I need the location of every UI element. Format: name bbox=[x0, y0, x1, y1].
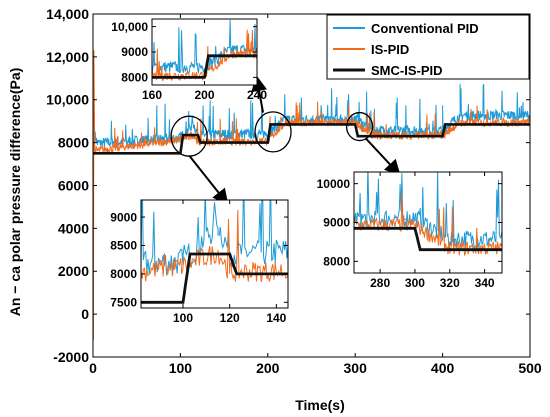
main-x-tick-label: 100 bbox=[169, 360, 193, 376]
main-series-is-pid bbox=[93, 50, 530, 340]
inset-a-y-tick-label: 9000 bbox=[121, 45, 148, 59]
main-y-tick-label: 6000 bbox=[58, 177, 89, 193]
legend-box bbox=[326, 14, 530, 80]
inset-a-x-tick-label: 160 bbox=[142, 88, 162, 102]
legend-label-smc: SMC-IS-PID bbox=[371, 63, 443, 78]
main-y-tick-label: -2000 bbox=[53, 349, 89, 365]
inset-c-y-tick-label: 10000 bbox=[317, 177, 351, 191]
inset-b-series-smc-is-pid bbox=[141, 252, 288, 304]
inset-b-y-tick-label: 8500 bbox=[110, 239, 137, 253]
zoom-callouts bbox=[170, 75, 401, 206]
inset-a-x-tick-label: 240 bbox=[247, 88, 267, 102]
main-y-tick-label: 12,000 bbox=[46, 49, 89, 65]
inset-b-series-conventional-pid bbox=[141, 200, 288, 276]
inset-c-x-tick-label: 320 bbox=[440, 276, 460, 290]
main-x-tick-label: 200 bbox=[256, 360, 280, 376]
inset-a: 160 200 240 8000 9000 10,000 bbox=[111, 18, 267, 102]
main-y-tick-label: 14,000 bbox=[46, 6, 89, 22]
main-y-tick-label: 8000 bbox=[58, 135, 89, 151]
legend-label-is: IS-PID bbox=[371, 42, 409, 57]
inset-b-x-tick-label: 120 bbox=[220, 311, 240, 325]
callout-arrow-to-inset-a bbox=[251, 75, 267, 113]
main-y-tick-label: 0 bbox=[81, 306, 89, 322]
legend: Conventional PID IS-PID SMC-IS-PID bbox=[326, 14, 530, 80]
x-axis-label: Time(s) bbox=[295, 397, 345, 413]
callout-ellipse-300 bbox=[345, 111, 374, 142]
main-y-tick-label: 2000 bbox=[58, 263, 89, 279]
inset-b-y-tick-label: 7500 bbox=[110, 296, 137, 310]
main-y-tick-label: 10,000 bbox=[46, 92, 89, 108]
inset-c-y-tick-label: 8000 bbox=[323, 255, 350, 269]
main-x-tick-label: 500 bbox=[518, 360, 542, 376]
inset-a-series-smc-is-pid bbox=[152, 54, 257, 79]
inset-a-y-tick-label: 10,000 bbox=[111, 20, 148, 34]
inset-b-y-tick-label: 9000 bbox=[110, 210, 137, 224]
main-x-tick-label: 0 bbox=[89, 360, 97, 376]
inset-b: 100 120 140 7500 8000 8500 9000 bbox=[110, 199, 289, 325]
inset-c-series-is-pid bbox=[354, 192, 502, 257]
inset-c-background bbox=[354, 172, 502, 273]
inset-c: 280 300 320 340 8000 9000 10000 bbox=[317, 171, 503, 290]
inset-b-series-is-pid bbox=[141, 209, 288, 283]
main-x-tick-label: 400 bbox=[431, 360, 455, 376]
callout-arrow-to-inset-c bbox=[364, 137, 401, 176]
inset-c-y-tick-label: 9000 bbox=[323, 216, 350, 230]
inset-b-x-tick-label: 100 bbox=[173, 311, 193, 325]
y-axis-label: An − ca polar pressure difference(Pa) bbox=[7, 68, 23, 317]
inset-a-x-tick-label: 200 bbox=[194, 88, 214, 102]
inset-c-x-tick-label: 280 bbox=[370, 276, 390, 290]
main-series-smc-is-pid bbox=[93, 123, 530, 155]
main-y-tick-label: 4000 bbox=[58, 220, 89, 236]
legend-label-conventional: Conventional PID bbox=[371, 21, 479, 36]
inset-b-x-tick-label: 140 bbox=[266, 311, 286, 325]
inset-c-x-tick-label: 340 bbox=[475, 276, 495, 290]
inset-b-y-tick-label: 8000 bbox=[110, 267, 137, 281]
inset-c-series-smc-is-pid bbox=[354, 226, 502, 252]
inset-c-x-tick-label: 300 bbox=[405, 276, 425, 290]
inset-b-frame bbox=[140, 199, 289, 309]
main-x-tick-label: 300 bbox=[344, 360, 368, 376]
callout-arrow-to-inset-b bbox=[188, 154, 229, 206]
callout-ellipse-200 bbox=[254, 111, 292, 153]
inset-a-y-tick-label: 8000 bbox=[121, 71, 148, 85]
